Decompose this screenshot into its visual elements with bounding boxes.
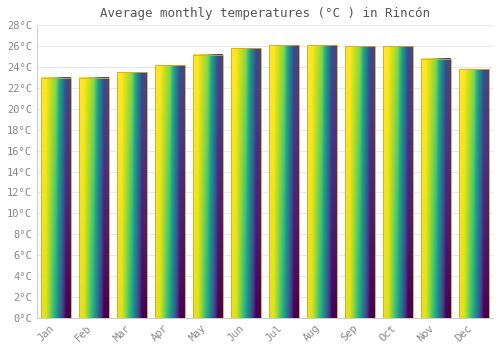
Bar bbox=[155, 65, 184, 318]
Bar bbox=[421, 59, 451, 318]
Bar bbox=[269, 45, 299, 318]
Bar bbox=[459, 69, 489, 318]
Bar bbox=[79, 78, 108, 318]
Bar bbox=[117, 72, 146, 318]
Bar bbox=[193, 55, 222, 318]
Bar bbox=[345, 46, 375, 318]
Bar bbox=[307, 45, 337, 318]
Bar bbox=[383, 46, 413, 318]
Bar bbox=[231, 48, 260, 318]
Bar bbox=[41, 78, 70, 318]
Title: Average monthly temperatures (°C ) in Rincón: Average monthly temperatures (°C ) in Ri… bbox=[100, 7, 430, 20]
